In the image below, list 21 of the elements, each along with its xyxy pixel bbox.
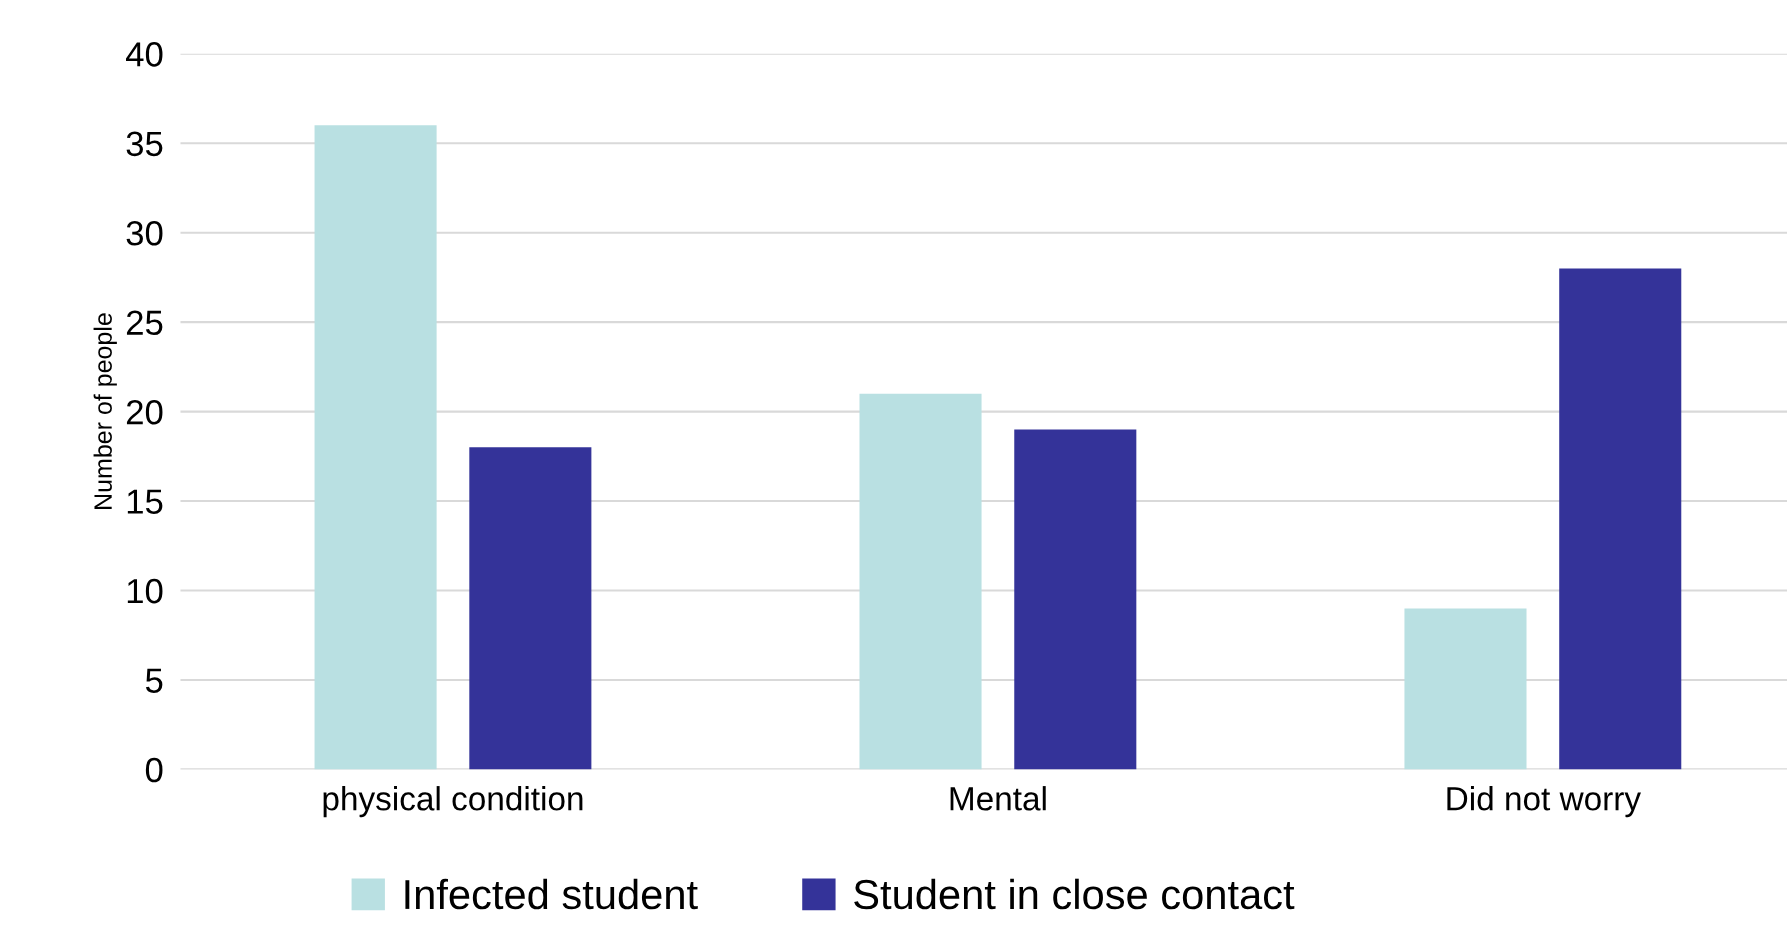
y-tick-label: 40 (126, 42, 163, 67)
bar (859, 393, 982, 770)
bar (469, 447, 592, 770)
y-tick-label: 0 (145, 757, 163, 783)
bar (1404, 608, 1527, 770)
y-tick-label: 15 (127, 489, 163, 514)
y-tick-label: 20 (126, 399, 163, 425)
y-tick-label: 25 (126, 310, 163, 336)
legend-label: Student in close contact (854, 878, 1295, 910)
y-tick-label: 35 (126, 131, 163, 157)
y-tick-label: 5 (145, 668, 163, 693)
x-tick-label: Mental (950, 786, 1046, 811)
x-tick-label: physical condition (323, 786, 583, 818)
x-tick-label: Did not worry (1447, 786, 1641, 818)
y-axis-title: Number of people (93, 313, 117, 509)
y-tick-label: 10 (127, 578, 163, 604)
bar (1014, 429, 1137, 770)
bar (314, 125, 437, 770)
y-tick-label: 30 (126, 221, 163, 246)
bar (1559, 268, 1682, 770)
legend-label: Infected student (405, 878, 698, 910)
